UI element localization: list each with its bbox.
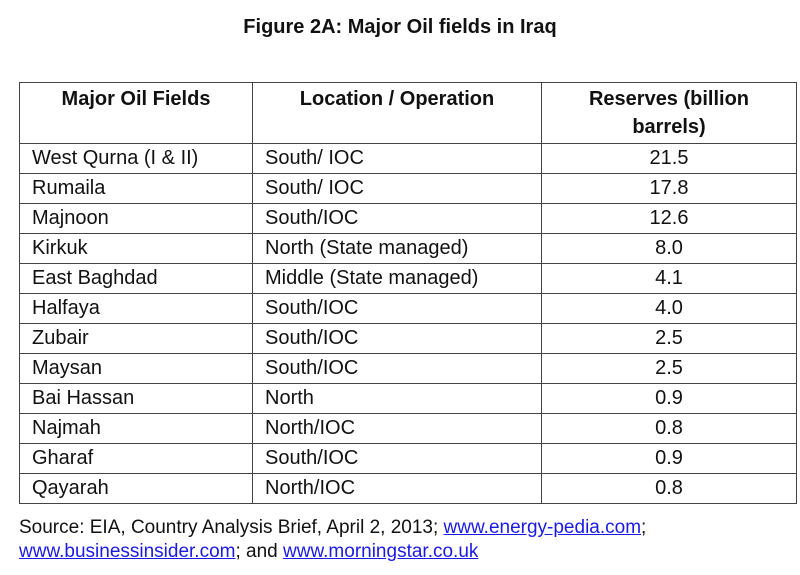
field-location: North (State managed)	[252, 233, 542, 264]
field-name: Najmah	[19, 413, 253, 444]
field-reserves: 0.8	[541, 473, 797, 504]
separator: ;	[641, 517, 647, 538]
header-major-oil-fields: Major Oil Fields	[19, 82, 253, 144]
table-header-row: Major Oil Fields Location / Operation Re…	[19, 82, 797, 144]
field-name: Halfaya	[19, 293, 253, 324]
header-location-operation: Location / Operation	[252, 82, 542, 144]
table-row: Najmah North/IOC 0.8	[19, 413, 797, 444]
field-location: North/IOC	[252, 413, 542, 444]
field-reserves: 0.8	[541, 413, 797, 444]
table-row: Qayarah North/IOC 0.8	[19, 473, 797, 504]
field-location: South/ IOC	[252, 143, 542, 174]
field-name: Rumaila	[19, 173, 253, 204]
field-name: Bai Hassan	[19, 383, 253, 414]
field-name: East Baghdad	[19, 263, 253, 294]
field-location: Middle (State managed)	[252, 263, 542, 294]
header-reserves: Reserves (billion barrels)	[541, 82, 797, 144]
field-name: Qayarah	[19, 473, 253, 504]
oil-fields-table: Major Oil Fields Location / Operation Re…	[19, 82, 797, 504]
field-location: South/ IOC	[252, 173, 542, 204]
field-reserves: 21.5	[541, 143, 797, 174]
figure-title: Figure 2A: Major Oil fields in Iraq	[243, 16, 557, 38]
link-businessinsider[interactable]: www.businessinsider.com	[19, 541, 236, 562]
table-row: Halfaya South/IOC 4.0	[19, 293, 797, 324]
field-name: Maysan	[19, 353, 253, 384]
field-name: Kirkuk	[19, 233, 253, 264]
table-row: Kirkuk North (State managed) 8.0	[19, 233, 797, 264]
field-location: South/IOC	[252, 293, 542, 324]
field-reserves: 17.8	[541, 173, 797, 204]
field-reserves: 2.5	[541, 353, 797, 384]
table-row: Maysan South/IOC 2.5	[19, 353, 797, 384]
table-row: East Baghdad Middle (State managed) 4.1	[19, 263, 797, 294]
field-location: North/IOC	[252, 473, 542, 504]
field-location: South/IOC	[252, 353, 542, 384]
separator: ; and	[235, 541, 284, 562]
link-morningstar[interactable]: www.morningstar.co.uk	[283, 541, 479, 562]
field-name: Gharaf	[19, 443, 253, 474]
field-location: South/IOC	[252, 443, 542, 474]
field-reserves: 0.9	[541, 443, 797, 474]
table-row: Zubair South/IOC 2.5	[19, 323, 797, 354]
field-reserves: 12.6	[541, 203, 797, 234]
table-row: Rumaila South/ IOC 17.8	[19, 173, 797, 204]
source-prefix: Source: EIA, Country Analysis Brief, Apr…	[19, 517, 444, 538]
field-location: North	[252, 383, 542, 414]
table-row: Bai Hassan North 0.9	[19, 383, 797, 414]
field-location: South/IOC	[252, 203, 542, 234]
field-location: South/IOC	[252, 323, 542, 354]
link-energy-pedia[interactable]: www.energy-pedia.com	[443, 517, 642, 538]
field-name: Majnoon	[19, 203, 253, 234]
field-reserves: 4.0	[541, 293, 797, 324]
field-reserves: 8.0	[541, 233, 797, 264]
table-row: West Qurna (I & II) South/ IOC 21.5	[19, 143, 797, 174]
field-reserves: 0.9	[541, 383, 797, 414]
field-name: West Qurna (I & II)	[19, 143, 253, 174]
table-row: Gharaf South/IOC 0.9	[19, 443, 797, 474]
source-note: Source: EIA, Country Analysis Brief, Apr…	[19, 516, 646, 564]
field-reserves: 2.5	[541, 323, 797, 354]
table-row: Majnoon South/IOC 12.6	[19, 203, 797, 234]
field-reserves: 4.1	[541, 263, 797, 294]
field-name: Zubair	[19, 323, 253, 354]
